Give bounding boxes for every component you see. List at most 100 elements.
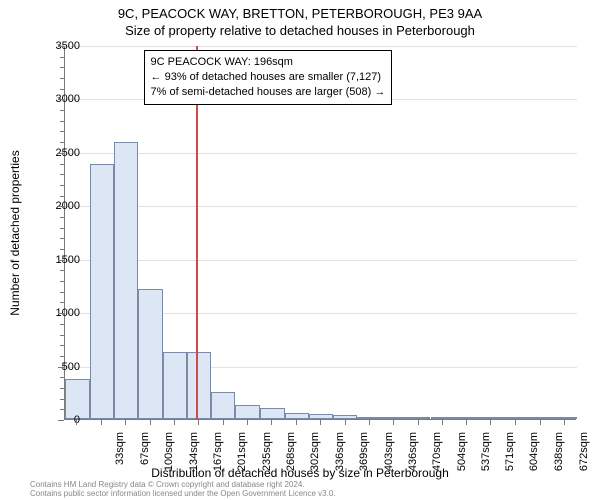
y-minor-tick: [60, 121, 64, 122]
y-minor-tick: [60, 174, 64, 175]
x-tick-mark: [174, 420, 175, 425]
y-minor-tick: [60, 238, 64, 239]
y-minor-tick: [60, 345, 64, 346]
y-tick-label: 3000: [24, 93, 80, 105]
y-tick-label: 1500: [24, 254, 80, 266]
histogram-bar: [504, 417, 529, 419]
histogram-bar: [479, 417, 504, 419]
histogram-bar: [309, 414, 334, 419]
histogram-bar: [333, 415, 357, 419]
histogram-bar: [114, 142, 138, 419]
chart-container: 9C, PEACOCK WAY, BRETTON, PETERBOROUGH, …: [0, 0, 600, 500]
y-minor-tick: [60, 324, 64, 325]
y-minor-tick: [60, 67, 64, 68]
histogram-bar: [528, 417, 552, 419]
histogram-bar: [357, 417, 382, 419]
y-minor-tick: [60, 217, 64, 218]
y-major-tick: [58, 99, 64, 100]
annotation-line: ← 93% of detached houses are smaller (7,…: [151, 70, 386, 85]
y-major-tick: [58, 420, 64, 421]
histogram-bar: [235, 405, 260, 419]
y-minor-tick: [60, 185, 64, 186]
annotation-box: 9C PEACOCK WAY: 196sqm← 93% of detached …: [144, 50, 393, 105]
y-tick-label: 0: [24, 414, 80, 426]
histogram-bar: [211, 392, 235, 419]
plot-area: 9C PEACOCK WAY: 196sqm← 93% of detached …: [64, 46, 576, 420]
annotation-line: 7% of semi-detached houses are larger (5…: [151, 85, 386, 100]
histogram-bar: [90, 164, 115, 419]
y-minor-tick: [60, 131, 64, 132]
annotation-line: 9C PEACOCK WAY: 196sqm: [151, 55, 386, 70]
y-tick-label: 2000: [24, 200, 80, 212]
x-tick-mark: [490, 420, 491, 425]
histogram-bar: [285, 413, 309, 419]
attribution-line2: Contains public sector information licen…: [30, 490, 336, 499]
chart-title-sub: Size of property relative to detached ho…: [0, 21, 600, 38]
histogram-bar: [455, 417, 479, 419]
y-minor-tick: [60, 409, 64, 410]
y-minor-tick: [60, 164, 64, 165]
y-tick-label: 500: [24, 361, 80, 373]
histogram-bar: [260, 408, 285, 419]
x-tick-mark: [198, 420, 199, 425]
histogram-bar: [382, 417, 407, 419]
plot-frame: 9C PEACOCK WAY: 196sqm← 93% of detached …: [64, 46, 576, 420]
x-tick-mark: [150, 420, 151, 425]
x-tick-mark: [247, 420, 248, 425]
y-tick-label: 3500: [24, 40, 80, 52]
y-major-tick: [58, 153, 64, 154]
histogram-bar: [407, 417, 431, 419]
histogram-bar: [431, 417, 456, 419]
y-minor-tick: [60, 142, 64, 143]
y-minor-tick: [60, 292, 64, 293]
gridline-h: [65, 46, 577, 47]
x-tick-mark: [101, 420, 102, 425]
x-tick-mark: [515, 420, 516, 425]
y-axis-label: Number of detached properties: [8, 150, 22, 315]
y-minor-tick: [60, 57, 64, 58]
attribution-text: Contains HM Land Registry data © Crown c…: [30, 481, 336, 499]
x-tick-mark: [466, 420, 467, 425]
histogram-bar: [552, 417, 577, 419]
x-tick-mark: [564, 420, 565, 425]
x-tick-mark: [125, 420, 126, 425]
y-minor-tick: [60, 281, 64, 282]
gridline-h: [65, 206, 577, 207]
x-tick-mark: [345, 420, 346, 425]
y-major-tick: [58, 367, 64, 368]
y-minor-tick: [60, 399, 64, 400]
x-tick-mark: [393, 420, 394, 425]
histogram-bar: [163, 352, 187, 419]
y-minor-tick: [60, 270, 64, 271]
chart-title-address: 9C, PEACOCK WAY, BRETTON, PETERBOROUGH, …: [0, 0, 600, 21]
y-major-tick: [58, 313, 64, 314]
histogram-bar: [187, 352, 212, 419]
x-tick-mark: [223, 420, 224, 425]
x-tick-mark: [320, 420, 321, 425]
y-tick-label: 2500: [24, 147, 80, 159]
y-minor-tick: [60, 249, 64, 250]
y-tick-label: 1000: [24, 307, 80, 319]
y-major-tick: [58, 260, 64, 261]
y-minor-tick: [60, 335, 64, 336]
x-tick-mark: [418, 420, 419, 425]
y-minor-tick: [60, 377, 64, 378]
y-minor-tick: [60, 110, 64, 111]
y-minor-tick: [60, 228, 64, 229]
gridline-h: [65, 153, 577, 154]
y-major-tick: [58, 46, 64, 47]
y-minor-tick: [60, 302, 64, 303]
histogram-bar: [138, 289, 163, 419]
x-tick-mark: [540, 420, 541, 425]
x-tick-mark: [271, 420, 272, 425]
x-axis-label: Distribution of detached houses by size …: [0, 466, 600, 480]
y-minor-tick: [60, 78, 64, 79]
x-tick-mark: [442, 420, 443, 425]
x-tick-mark: [76, 420, 77, 425]
x-tick-mark: [296, 420, 297, 425]
y-major-tick: [58, 206, 64, 207]
x-tick-mark: [369, 420, 370, 425]
y-minor-tick: [60, 196, 64, 197]
gridline-h: [65, 260, 577, 261]
y-minor-tick: [60, 89, 64, 90]
